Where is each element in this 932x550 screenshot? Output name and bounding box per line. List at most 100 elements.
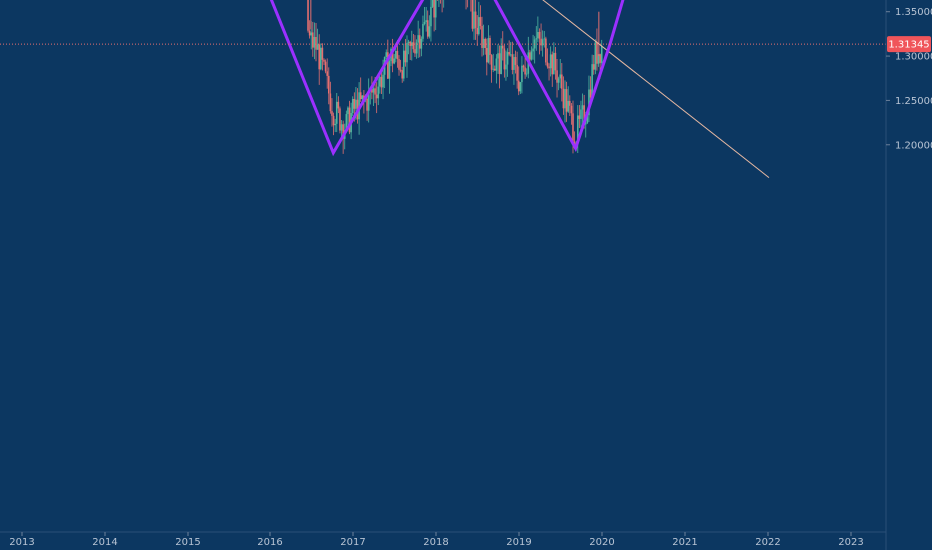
candle-body — [396, 50, 399, 60]
candle-body — [599, 54, 601, 63]
candle-body — [361, 95, 364, 100]
candle-body — [359, 92, 362, 100]
x-tick-label: 2017 — [340, 537, 365, 548]
candle-body — [498, 53, 501, 75]
y-tick-label: 1.25000 — [895, 96, 932, 107]
candle-body — [505, 64, 507, 70]
candle-body — [497, 53, 499, 59]
x-tick-label: 2015 — [175, 537, 200, 548]
candle-body — [312, 32, 314, 48]
candle-body — [401, 70, 404, 79]
candle-body — [503, 48, 506, 70]
candle-body — [340, 124, 343, 131]
candle-body — [522, 65, 525, 68]
candle-body — [478, 17, 480, 35]
candle-body — [388, 61, 391, 79]
candle-body — [516, 64, 518, 81]
candle-body — [324, 61, 327, 72]
candle-body — [569, 100, 571, 106]
candle-body — [553, 52, 555, 75]
candle-body — [492, 68, 494, 70]
x-tick-label: 2018 — [423, 537, 448, 548]
candle-body — [399, 69, 402, 71]
candle-body — [489, 37, 491, 56]
x-tick-label: 2020 — [589, 537, 614, 548]
candle-body — [323, 59, 325, 62]
candle-body — [335, 101, 338, 124]
candle-body — [422, 23, 424, 39]
x-tick-label: 2013 — [9, 537, 34, 548]
candle-body — [329, 93, 332, 112]
candle-body — [506, 52, 509, 65]
y-axis[interactable]: 1.700001.650001.600001.550001.500001.450… — [886, 0, 932, 151]
candle-body — [420, 38, 423, 49]
candle-body — [551, 54, 554, 75]
candle-body — [474, 11, 477, 28]
candle-body — [366, 98, 368, 111]
candle-body — [310, 32, 313, 36]
candle-body — [500, 45, 502, 75]
candle-body — [371, 89, 373, 93]
candle-body — [513, 57, 515, 70]
candle-body — [511, 54, 514, 70]
candle-body — [487, 37, 490, 63]
candle-body — [546, 62, 549, 67]
candle-body — [395, 50, 397, 59]
candle-body — [545, 38, 547, 63]
candle-body — [313, 36, 316, 48]
candle-body — [339, 108, 341, 131]
candle-body — [561, 74, 563, 89]
candle-body — [484, 38, 487, 48]
descending-trendline[interactable] — [145, 0, 770, 178]
x-tick-label: 2021 — [672, 537, 697, 548]
candle-body — [315, 36, 317, 50]
candle-body — [406, 42, 408, 63]
candle-body — [382, 74, 384, 88]
candle-body — [589, 89, 592, 98]
candle-body — [326, 71, 328, 76]
x-axis[interactable]: 2013 2014 2015 2016 2017 2018 2019 2020 2021 2022… — [9, 532, 864, 548]
candle-body — [482, 38, 485, 48]
x-tick-label: 2014 — [92, 537, 117, 548]
candle-body — [342, 124, 344, 139]
candle-body — [345, 114, 348, 131]
candle-body — [379, 76, 381, 87]
candle-body — [337, 101, 340, 109]
candle-body — [557, 78, 560, 83]
candle-body — [519, 82, 522, 92]
candle-body — [517, 80, 520, 92]
candle-body — [524, 67, 526, 75]
candle-body — [562, 88, 565, 109]
candle-body — [538, 31, 541, 39]
candle-body — [407, 41, 410, 43]
x-tick-label: 2019 — [506, 537, 531, 548]
candle-body — [549, 54, 552, 69]
candle-body — [321, 47, 324, 60]
candle-body — [353, 98, 356, 109]
x-tick-label: 2016 — [257, 537, 282, 548]
zigzag-projection-line[interactable] — [145, 0, 757, 157]
candle-body — [318, 44, 321, 70]
candle-body — [594, 42, 597, 70]
candle-body — [580, 109, 582, 119]
candle-body — [501, 45, 504, 49]
candle-body — [521, 65, 523, 83]
candlestick-series — [307, 0, 603, 154]
candle-body — [434, 0, 437, 18]
candle-body — [572, 113, 574, 142]
trendline-layer — [145, 0, 770, 178]
candle-body — [433, 0, 435, 18]
candle-body — [476, 27, 479, 35]
candle-body — [393, 58, 396, 64]
candle-body — [525, 73, 528, 75]
candle-body — [372, 88, 375, 93]
candle-body — [529, 52, 531, 60]
candle-body — [583, 105, 585, 125]
candle-body — [490, 55, 493, 70]
candle-body — [404, 50, 407, 63]
candle-body — [532, 48, 534, 52]
candle-body — [332, 115, 335, 126]
y-tick-label: 1.30000 — [895, 52, 932, 63]
